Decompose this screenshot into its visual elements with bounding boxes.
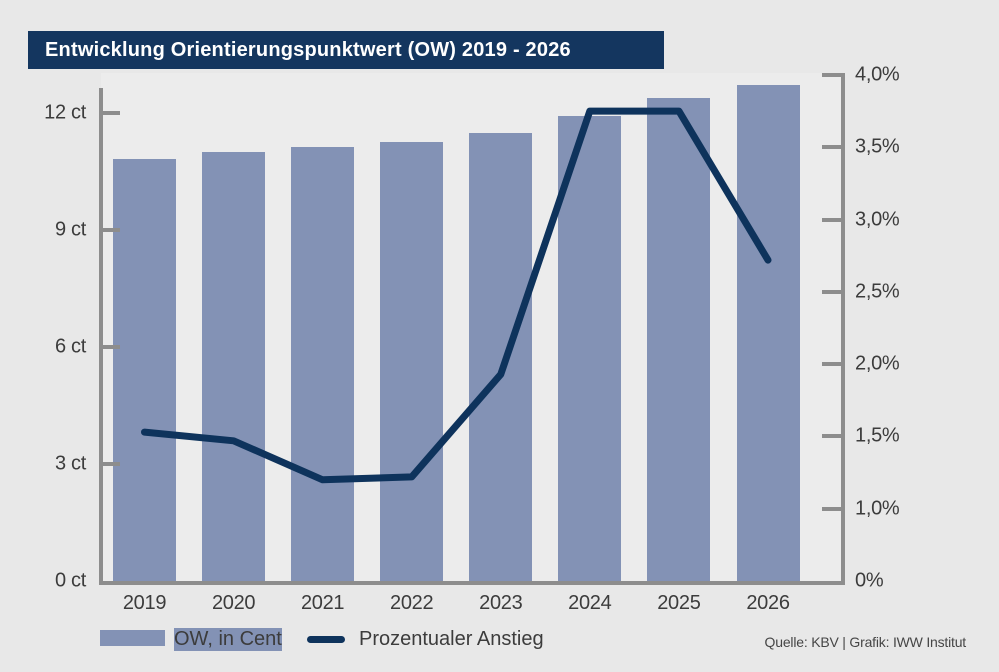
left-axis-label-12: 12 ct bbox=[44, 101, 86, 124]
bar-2022 bbox=[380, 141, 444, 581]
left-axis-tick-12 bbox=[99, 111, 120, 115]
left-axis-tick-6 bbox=[99, 345, 120, 349]
left-axis-label-0: 0 ct bbox=[54, 569, 86, 592]
x-axis-label-2024: 2024 bbox=[568, 592, 612, 614]
bar-2020 bbox=[202, 152, 266, 581]
bar-2024 bbox=[558, 115, 622, 581]
legend-bar-label: OW, in Cent bbox=[174, 628, 282, 651]
left-axis-tick-9 bbox=[99, 228, 120, 232]
right-axis-tick-1.5 bbox=[822, 434, 843, 439]
left-axis-label-3: 3 ct bbox=[54, 452, 86, 475]
bar-2021 bbox=[291, 147, 355, 581]
right-axis-label-3.5: 3,5% bbox=[855, 135, 900, 158]
x-axis-label-2022: 2022 bbox=[390, 592, 434, 614]
right-axis-line bbox=[841, 73, 845, 585]
right-axis-label-4: 4,0% bbox=[855, 63, 900, 86]
x-axis-label-2021: 2021 bbox=[300, 592, 345, 614]
left-axis-label-6: 6 ct bbox=[54, 335, 86, 358]
x-axis-label-2023: 2023 bbox=[479, 592, 523, 614]
bar-2019 bbox=[113, 159, 176, 581]
right-axis-tick-1 bbox=[822, 506, 843, 511]
left-axis-tick-3 bbox=[99, 462, 120, 466]
legend-line-swatch bbox=[307, 636, 345, 643]
x-axis-label-2025: 2025 bbox=[657, 592, 701, 614]
bar-2026 bbox=[736, 84, 800, 581]
x-axis-label-2026: 2026 bbox=[746, 592, 790, 614]
bar-2025 bbox=[647, 97, 711, 581]
right-axis-label-1.5: 1,5% bbox=[855, 424, 900, 447]
chart-title: Entwicklung Orientierungspunktwert (OW) … bbox=[45, 39, 571, 61]
x-axis-label-2020: 2020 bbox=[211, 592, 256, 614]
right-axis-label-2: 2,0% bbox=[855, 352, 900, 375]
right-axis-tick-3.5 bbox=[822, 145, 843, 150]
legend-bar-swatch bbox=[100, 630, 165, 646]
x-axis-line bbox=[99, 581, 845, 585]
left-axis-line bbox=[99, 88, 103, 585]
right-axis-label-0: 0% bbox=[855, 569, 884, 592]
right-axis-label-1: 1,0% bbox=[855, 497, 900, 520]
right-axis-label-3: 3,0% bbox=[855, 208, 900, 231]
right-axis-label-2.5: 2,5% bbox=[855, 280, 900, 303]
right-axis-tick-3 bbox=[822, 217, 843, 222]
right-axis-tick-4 bbox=[822, 73, 843, 77]
legend-line-label: Prozentualer Anstieg bbox=[359, 628, 544, 650]
right-axis-tick-2.5 bbox=[822, 289, 843, 294]
source-credit: Quelle: KBV | Grafik: IWW Institut bbox=[764, 634, 967, 650]
left-axis-label-9: 9 ct bbox=[54, 218, 86, 241]
title-banner: Entwicklung Orientierungspunktwert (OW) … bbox=[28, 31, 664, 69]
x-axis-label-2019: 2019 bbox=[122, 592, 167, 614]
right-axis-tick-2 bbox=[822, 362, 843, 367]
bar-2023 bbox=[469, 132, 533, 581]
